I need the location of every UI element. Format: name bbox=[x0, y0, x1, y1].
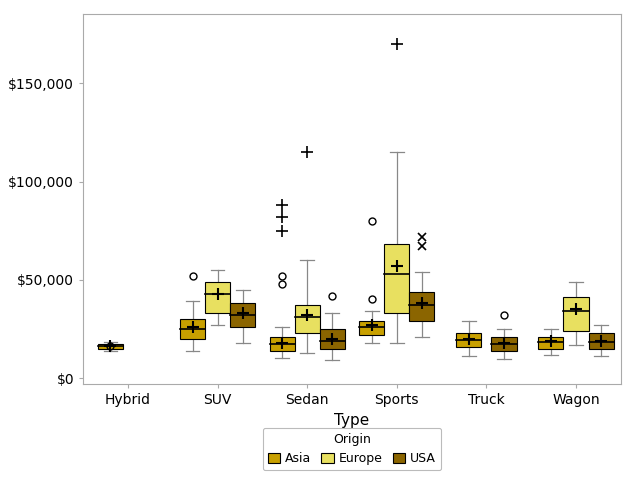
Bar bbox=[492, 337, 516, 350]
X-axis label: Type: Type bbox=[334, 413, 370, 428]
Bar bbox=[230, 303, 255, 327]
Bar bbox=[589, 333, 614, 348]
Bar bbox=[538, 337, 563, 348]
Bar bbox=[320, 329, 345, 348]
Bar bbox=[456, 333, 481, 347]
Bar bbox=[410, 292, 435, 321]
Legend: Asia, Europe, USA: Asia, Europe, USA bbox=[263, 428, 441, 470]
Bar bbox=[563, 298, 589, 331]
Bar bbox=[205, 282, 230, 313]
Bar bbox=[384, 244, 410, 313]
Bar bbox=[98, 344, 123, 348]
Y-axis label: Invoice: Invoice bbox=[0, 172, 3, 227]
Bar bbox=[180, 319, 205, 339]
Bar bbox=[359, 321, 384, 335]
Bar bbox=[294, 305, 320, 333]
Bar bbox=[269, 337, 294, 350]
